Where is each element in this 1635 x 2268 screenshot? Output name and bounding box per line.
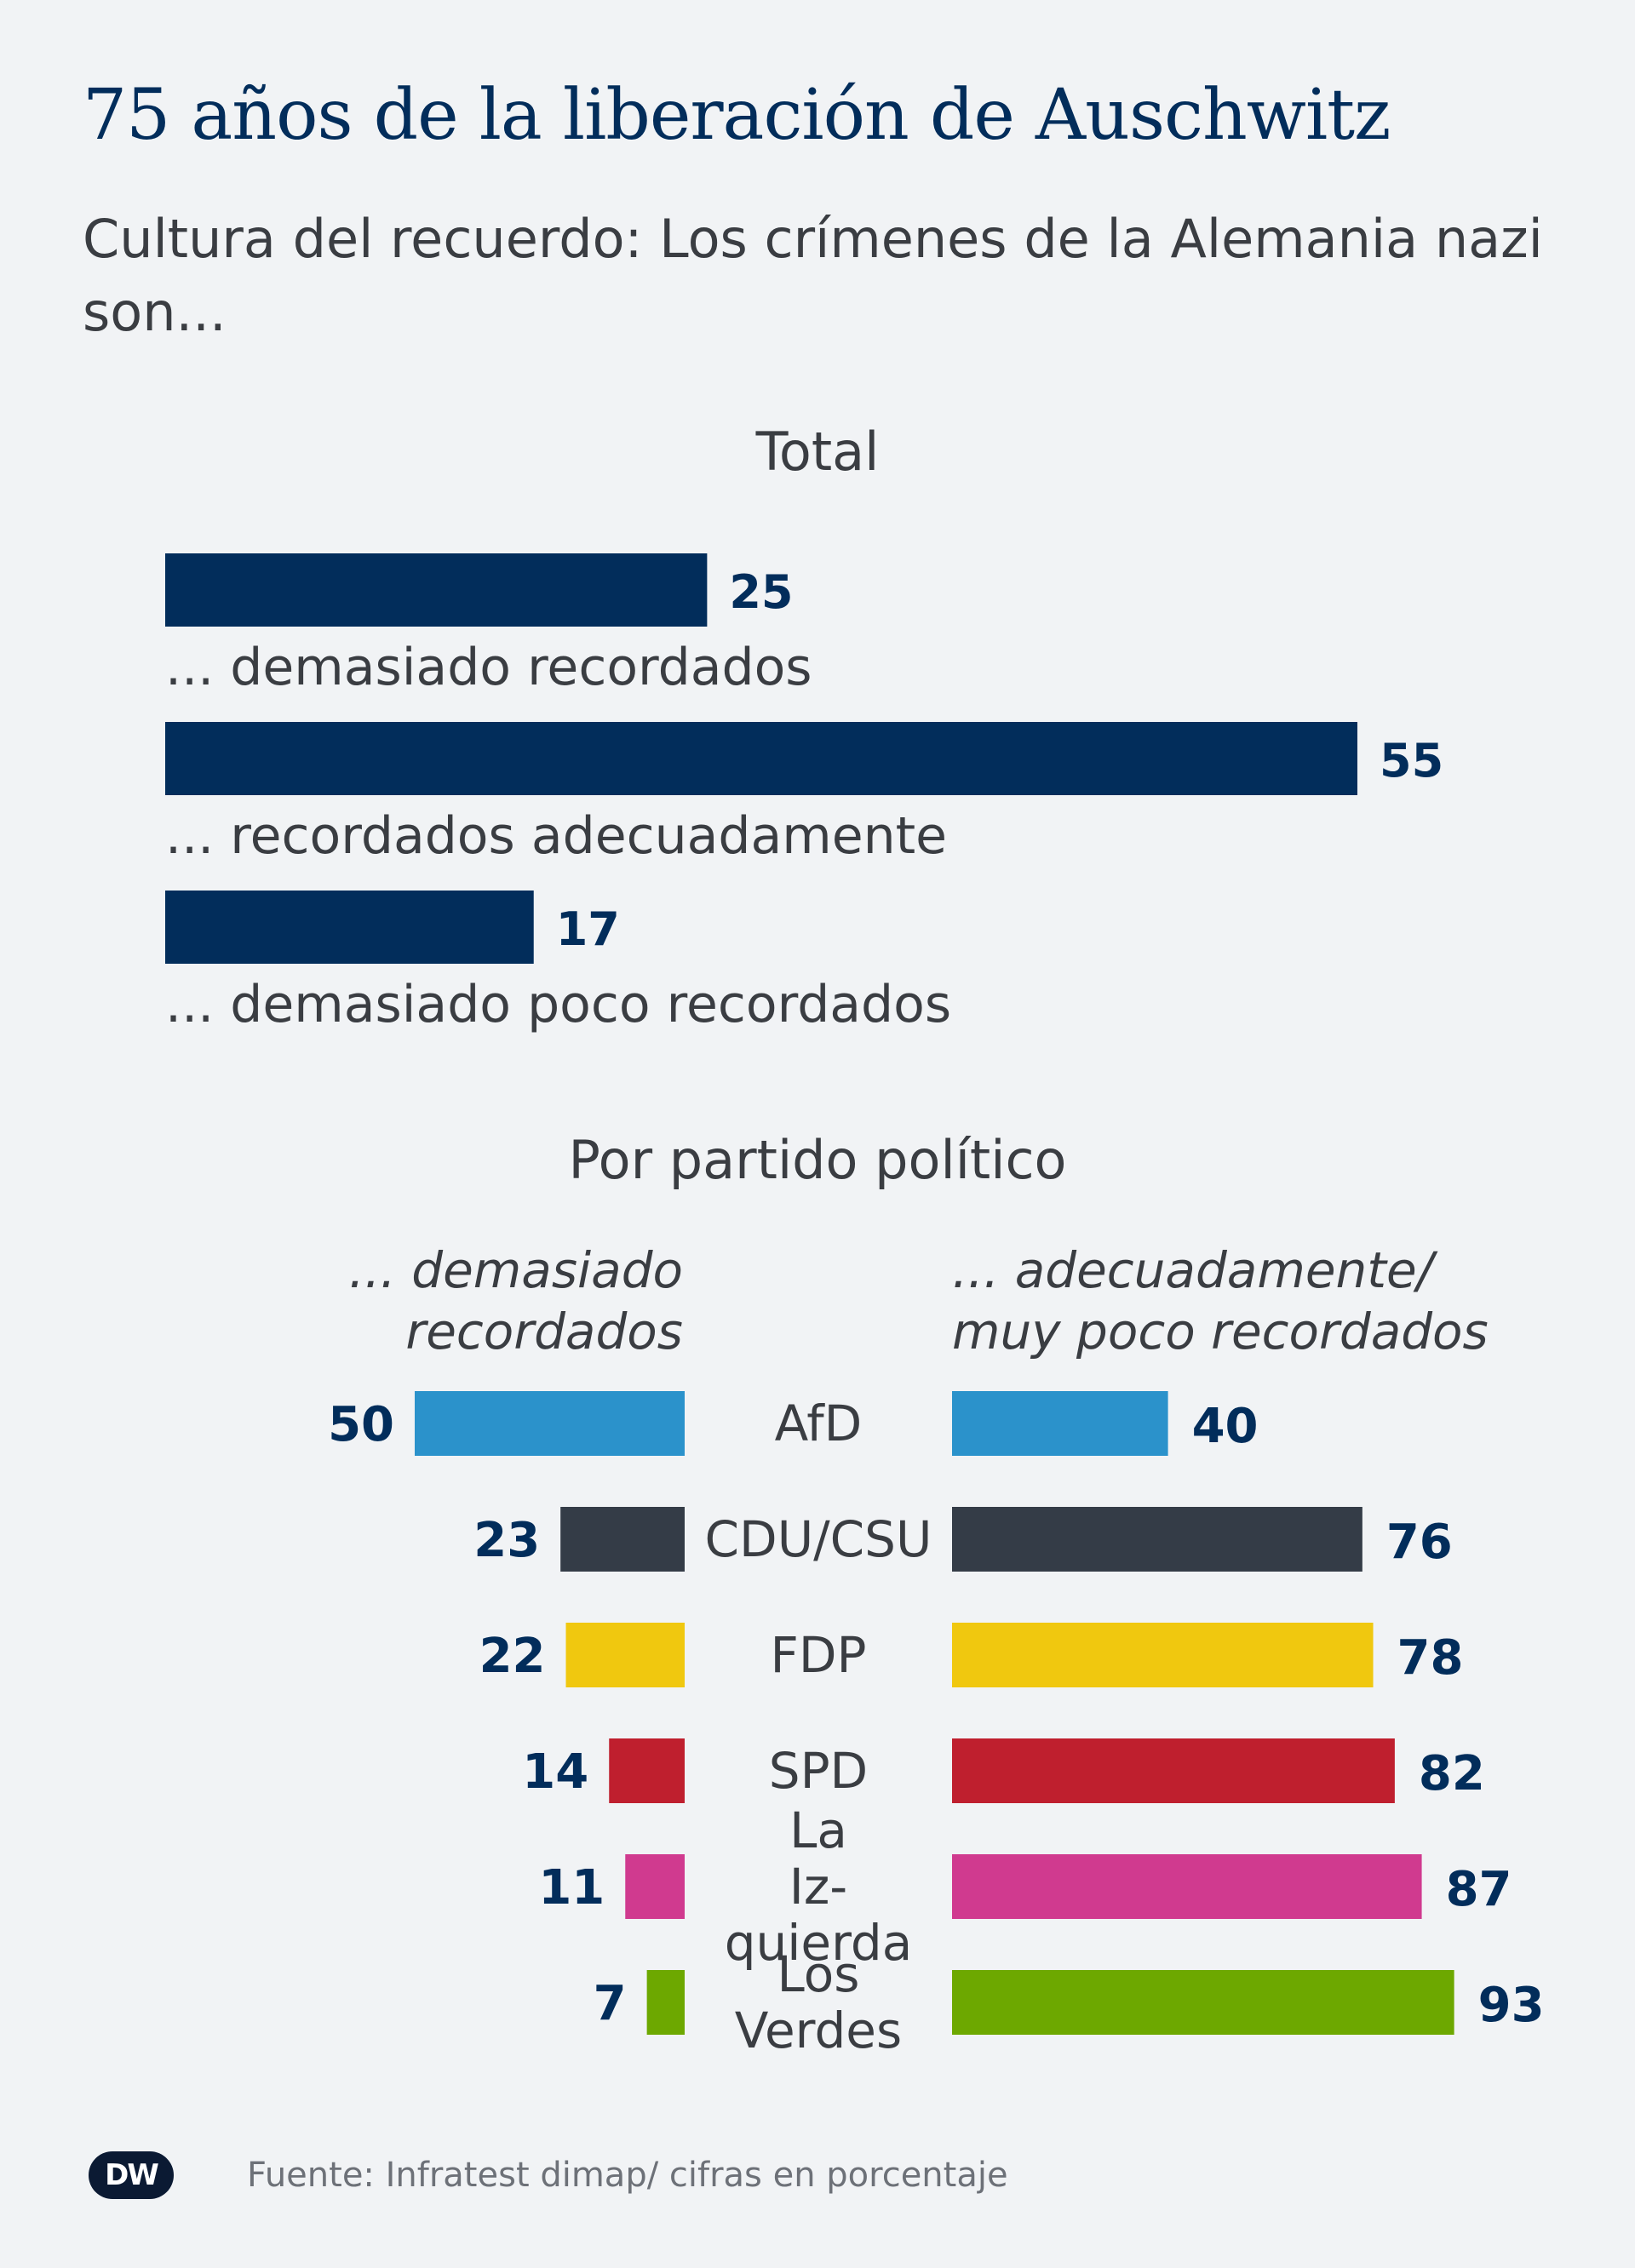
dw-logo: DW <box>89 2151 174 2199</box>
party-bar-left <box>560 1507 685 1572</box>
party-value-right: 87 <box>1446 1862 1512 1917</box>
total-value-label: 25 <box>729 565 793 619</box>
legend-right-line: ... adecuadamente/ <box>952 1241 1438 1299</box>
party-name: CDU/CSU <box>705 1510 932 1568</box>
party-value-right: 93 <box>1478 1978 1545 2033</box>
party-name: Verdes <box>735 2002 902 2059</box>
total-bar <box>165 722 1357 795</box>
party-value-left: 7 <box>594 1976 627 2031</box>
party-name: Iz- <box>789 1858 847 1916</box>
legend-left-line: recordados <box>405 1303 683 1360</box>
party-value-left: 11 <box>538 1860 605 1916</box>
total-bar <box>165 553 708 627</box>
party-name: quierda <box>725 1914 913 1972</box>
total-chart: Total 25 ... demasiado recordados 55 ... rec… <box>165 421 1443 1034</box>
party-value-right: 76 <box>1386 1515 1453 1570</box>
party-bar-right <box>952 1738 1395 1803</box>
page-subtitle: Cultura del recuerdo: Los crímenes de la… <box>83 208 1543 343</box>
page-title: 75 años de la liberación de Auschwitz <box>83 75 1391 156</box>
party-bar-left <box>565 1623 685 1687</box>
total-chart-title: Total <box>755 421 880 483</box>
party-bar-left <box>646 1970 685 2035</box>
total-bar <box>165 891 534 964</box>
party-name: SPD <box>769 1742 868 1800</box>
party-value-right: 78 <box>1397 1630 1464 1686</box>
party-bar-left <box>609 1738 685 1803</box>
legend-right-line: muy poco recordados <box>952 1303 1489 1360</box>
party-value-right: 82 <box>1419 1746 1485 1801</box>
party-bar-right <box>952 1623 1374 1687</box>
total-category-label: ... recordados adecuadamente <box>165 806 947 866</box>
party-bar-right <box>952 1970 1454 2035</box>
total-category-label: ... demasiado poco recordados <box>165 975 951 1034</box>
party-chart: Por partido político ... demasiadorecorda… <box>328 1129 1544 2059</box>
party-name: La <box>789 1801 847 1859</box>
party-name: Los <box>777 1945 860 2003</box>
party-chart-title: Por partido político <box>569 1129 1067 1191</box>
party-name: AfD <box>775 1395 863 1452</box>
total-value-label: 17 <box>556 902 620 956</box>
party-bar-right <box>952 1391 1168 1456</box>
party-bar-right <box>952 1507 1362 1572</box>
party-bar-left <box>625 1854 685 1919</box>
party-value-right: 40 <box>1192 1399 1259 1454</box>
party-name: FDP <box>771 1626 867 1684</box>
legend-left-line: ... demasiado <box>349 1241 683 1299</box>
party-value-left: 23 <box>473 1513 540 1568</box>
party-value-left: 22 <box>479 1629 546 1684</box>
party-value-left: 14 <box>522 1744 588 1800</box>
total-value-label: 55 <box>1380 734 1443 788</box>
source-note: Fuente: Infratest dimap/ cifras en porce… <box>247 2156 1008 2195</box>
party-value-left: 50 <box>328 1397 394 1452</box>
total-category-label: ... demasiado recordados <box>165 638 812 697</box>
party-bar-right <box>952 1854 1422 1919</box>
party-bar-left <box>415 1391 685 1456</box>
